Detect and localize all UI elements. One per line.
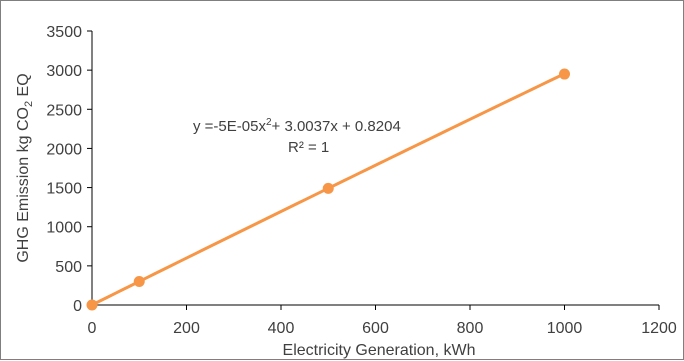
trendline-equation: y =-5E-05x2+ 3.0037x + 0.8204 [193, 117, 401, 135]
y-tick-label: 3500 [46, 24, 82, 41]
data-point [86, 299, 98, 311]
data-point [559, 68, 570, 80]
equation-suffix: + 3.0037x + 0.8204 [272, 118, 401, 135]
equation-prefix: y =-5E-05x [193, 118, 266, 135]
y-axis-title: GHG Emission kg CO2 EQ [15, 73, 35, 262]
x-tick-label: 1200 [641, 320, 677, 337]
y-axis-title-sub: 2 [23, 101, 35, 107]
x-tick-label: 1000 [547, 320, 583, 337]
y-axis-title-main: GHG Emission kg CO [15, 107, 32, 263]
y-tick-label: 0 [73, 298, 82, 315]
x-tick-label: 800 [457, 320, 484, 337]
y-tick-label: 1500 [46, 181, 82, 198]
x-ticks: 0 200 400 600 800 1000 1200 [88, 305, 677, 337]
x-tick-label: 0 [88, 320, 97, 337]
equation-superscript: 2 [266, 117, 272, 128]
y-tick-label: 2500 [46, 102, 82, 119]
data-point [133, 276, 145, 288]
y-tick-label: 2000 [46, 141, 82, 158]
y-ticks: 0 500 1000 1500 2000 2500 3000 3500 [46, 24, 92, 315]
y-tick-label: 1000 [46, 220, 82, 237]
data-point [322, 182, 334, 194]
x-tick-label: 600 [362, 320, 389, 337]
y-tick-label: 3000 [46, 63, 82, 80]
series [86, 68, 570, 311]
x-tick-label: 200 [173, 320, 200, 337]
y-tick-label: 500 [55, 259, 82, 276]
r-squared-label: R² = 1 [288, 139, 329, 156]
y-axis-title-end: EQ [15, 73, 32, 101]
x-tick-label: 400 [268, 320, 295, 337]
x-axis-title: Electricity Generation, kWh [283, 342, 476, 359]
